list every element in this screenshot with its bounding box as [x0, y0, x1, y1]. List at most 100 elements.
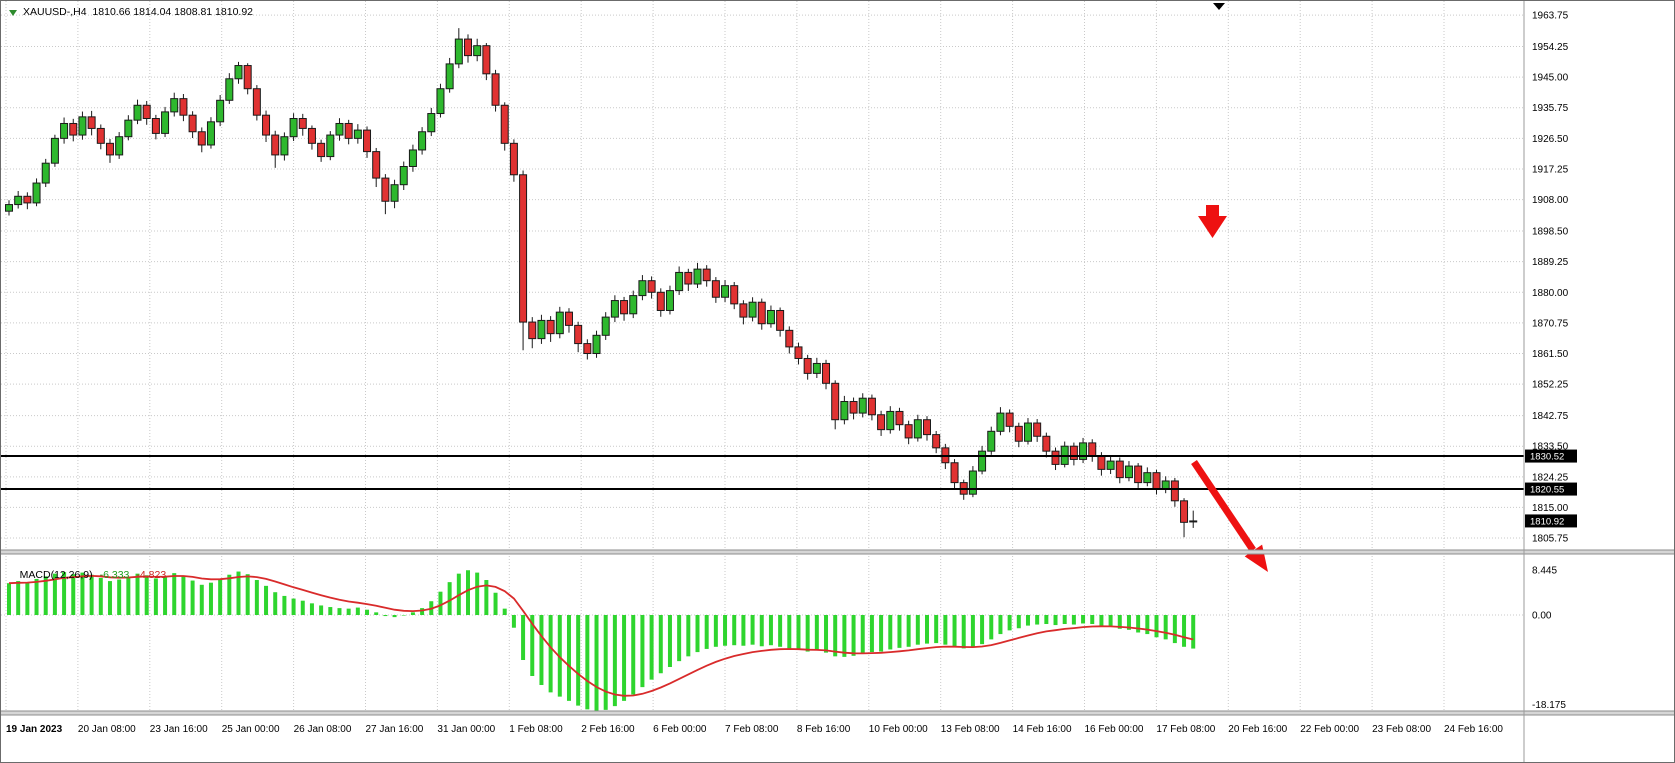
macd-histogram: [7, 570, 1196, 711]
candle-up: [408, 149, 417, 167]
price-tag: [1525, 514, 1577, 528]
candle-down: [509, 142, 518, 176]
candle-down: [711, 280, 720, 298]
candle-down: [546, 319, 555, 335]
candle-down: [684, 271, 693, 285]
candle-down: [895, 410, 904, 426]
candle-up: [766, 309, 775, 325]
candle-up: [436, 88, 445, 115]
candle-up: [675, 271, 684, 292]
pane-separator[interactable]: [1, 711, 1675, 715]
candle-down: [574, 324, 583, 345]
candle-down: [1051, 450, 1060, 465]
candle-down: [1069, 445, 1078, 460]
price-axis-label: 1926.50: [1532, 134, 1569, 145]
candle-down: [151, 118, 160, 134]
chart-shift-marker[interactable]: [1213, 3, 1225, 10]
candle-up: [60, 122, 69, 139]
candle-down: [1033, 422, 1042, 437]
candle-down: [372, 151, 381, 179]
price-axis-label: 1889.25: [1532, 257, 1569, 268]
macd-signal-line: [8, 574, 1194, 697]
candle-down: [803, 357, 812, 374]
candle-up: [170, 98, 179, 113]
candle-down: [867, 397, 876, 416]
price-axis-label: 1852.25: [1532, 380, 1569, 391]
candle-up: [225, 78, 234, 101]
candle-down: [482, 45, 491, 75]
time-axis-label: 24 Feb 16:00: [1444, 724, 1503, 735]
candle-up: [115, 136, 124, 156]
symbol-ohlc-text: XAUUSD-,H4 1810.66 1814.04 1808.81 1810.…: [23, 6, 254, 18]
price-axis-background[interactable]: [1524, 1, 1675, 763]
candle-up: [289, 118, 298, 138]
price-tag: [1525, 449, 1577, 463]
candle-up: [537, 319, 546, 340]
macd-axis-label: 8.445: [1532, 566, 1557, 577]
time-axis-label: 1 Feb 08:00: [509, 724, 563, 735]
price-axis-label: 1963.75: [1532, 11, 1569, 22]
price-axis-label: 1898.50: [1532, 227, 1569, 238]
candle-up: [840, 401, 849, 421]
candle-up: [601, 316, 610, 336]
candle-down: [647, 280, 656, 293]
pane-separator[interactable]: [1, 550, 1675, 554]
candle-down: [298, 118, 307, 129]
candle-down: [923, 419, 931, 436]
candle-up: [5, 204, 13, 212]
candle-down: [317, 142, 326, 158]
candle-up: [353, 129, 362, 139]
candle-up: [978, 450, 987, 472]
time-axis[interactable]: 19 Jan 2023 20 Jan 08:00 23 Jan 16:00 25 Ja…: [6, 724, 1503, 735]
time-axis-label: 25 Jan 00:00: [222, 724, 280, 735]
candle-up: [161, 111, 170, 134]
candle-down: [1170, 480, 1179, 502]
candle-up: [473, 45, 482, 57]
candle-down: [620, 300, 629, 315]
candle-up: [445, 63, 454, 90]
symbol-dropdown-icon[interactable]: [9, 9, 17, 16]
candle-down: [344, 122, 353, 139]
candle-up: [638, 280, 647, 297]
candle-up: [748, 301, 757, 318]
candle-down: [252, 88, 261, 116]
candle-down: [87, 116, 96, 129]
candle-down: [950, 462, 959, 484]
candle-up: [14, 195, 23, 206]
candle-up: [78, 116, 87, 136]
candle-up: [665, 290, 674, 311]
candle-down: [1097, 455, 1106, 470]
candle-up: [133, 104, 142, 121]
macd-signal-value: -4.823: [136, 569, 167, 581]
candle-down: [243, 65, 252, 90]
price-axis[interactable]: 1963.75 1954.25 1945.00 1935.75 1926.50 1917.…: [1532, 11, 1569, 711]
candlestick-series: [5, 28, 1198, 538]
candle-up: [32, 182, 41, 204]
candle-up: [629, 295, 638, 315]
candle-up: [390, 184, 399, 202]
time-axis-label: 17 Feb 08:00: [1156, 724, 1215, 735]
candle-down: [1152, 472, 1161, 490]
time-axis-label: 23 Feb 08:00: [1372, 724, 1431, 735]
candle-up: [41, 162, 50, 184]
trend-arrow-shaft: [1191, 460, 1256, 552]
candle-down: [904, 424, 913, 439]
candle-down: [849, 401, 858, 414]
candle-down: [1042, 435, 1051, 452]
time-axis-background[interactable]: [1, 715, 1675, 763]
candle-down: [69, 122, 78, 136]
candle-down: [794, 346, 803, 359]
price-axis-label: 1805.75: [1532, 534, 1569, 545]
candle-down: [822, 362, 831, 384]
candle-up: [427, 113, 436, 133]
time-axis-label: 20 Jan 08:00: [78, 724, 136, 735]
time-axis-label: 6 Feb 00:00: [653, 724, 707, 735]
candle-up: [886, 410, 895, 431]
time-axis-label: 14 Feb 16:00: [1013, 724, 1072, 735]
candle-up: [858, 397, 867, 414]
price-tag: [1525, 482, 1577, 496]
candle-down: [877, 414, 886, 431]
